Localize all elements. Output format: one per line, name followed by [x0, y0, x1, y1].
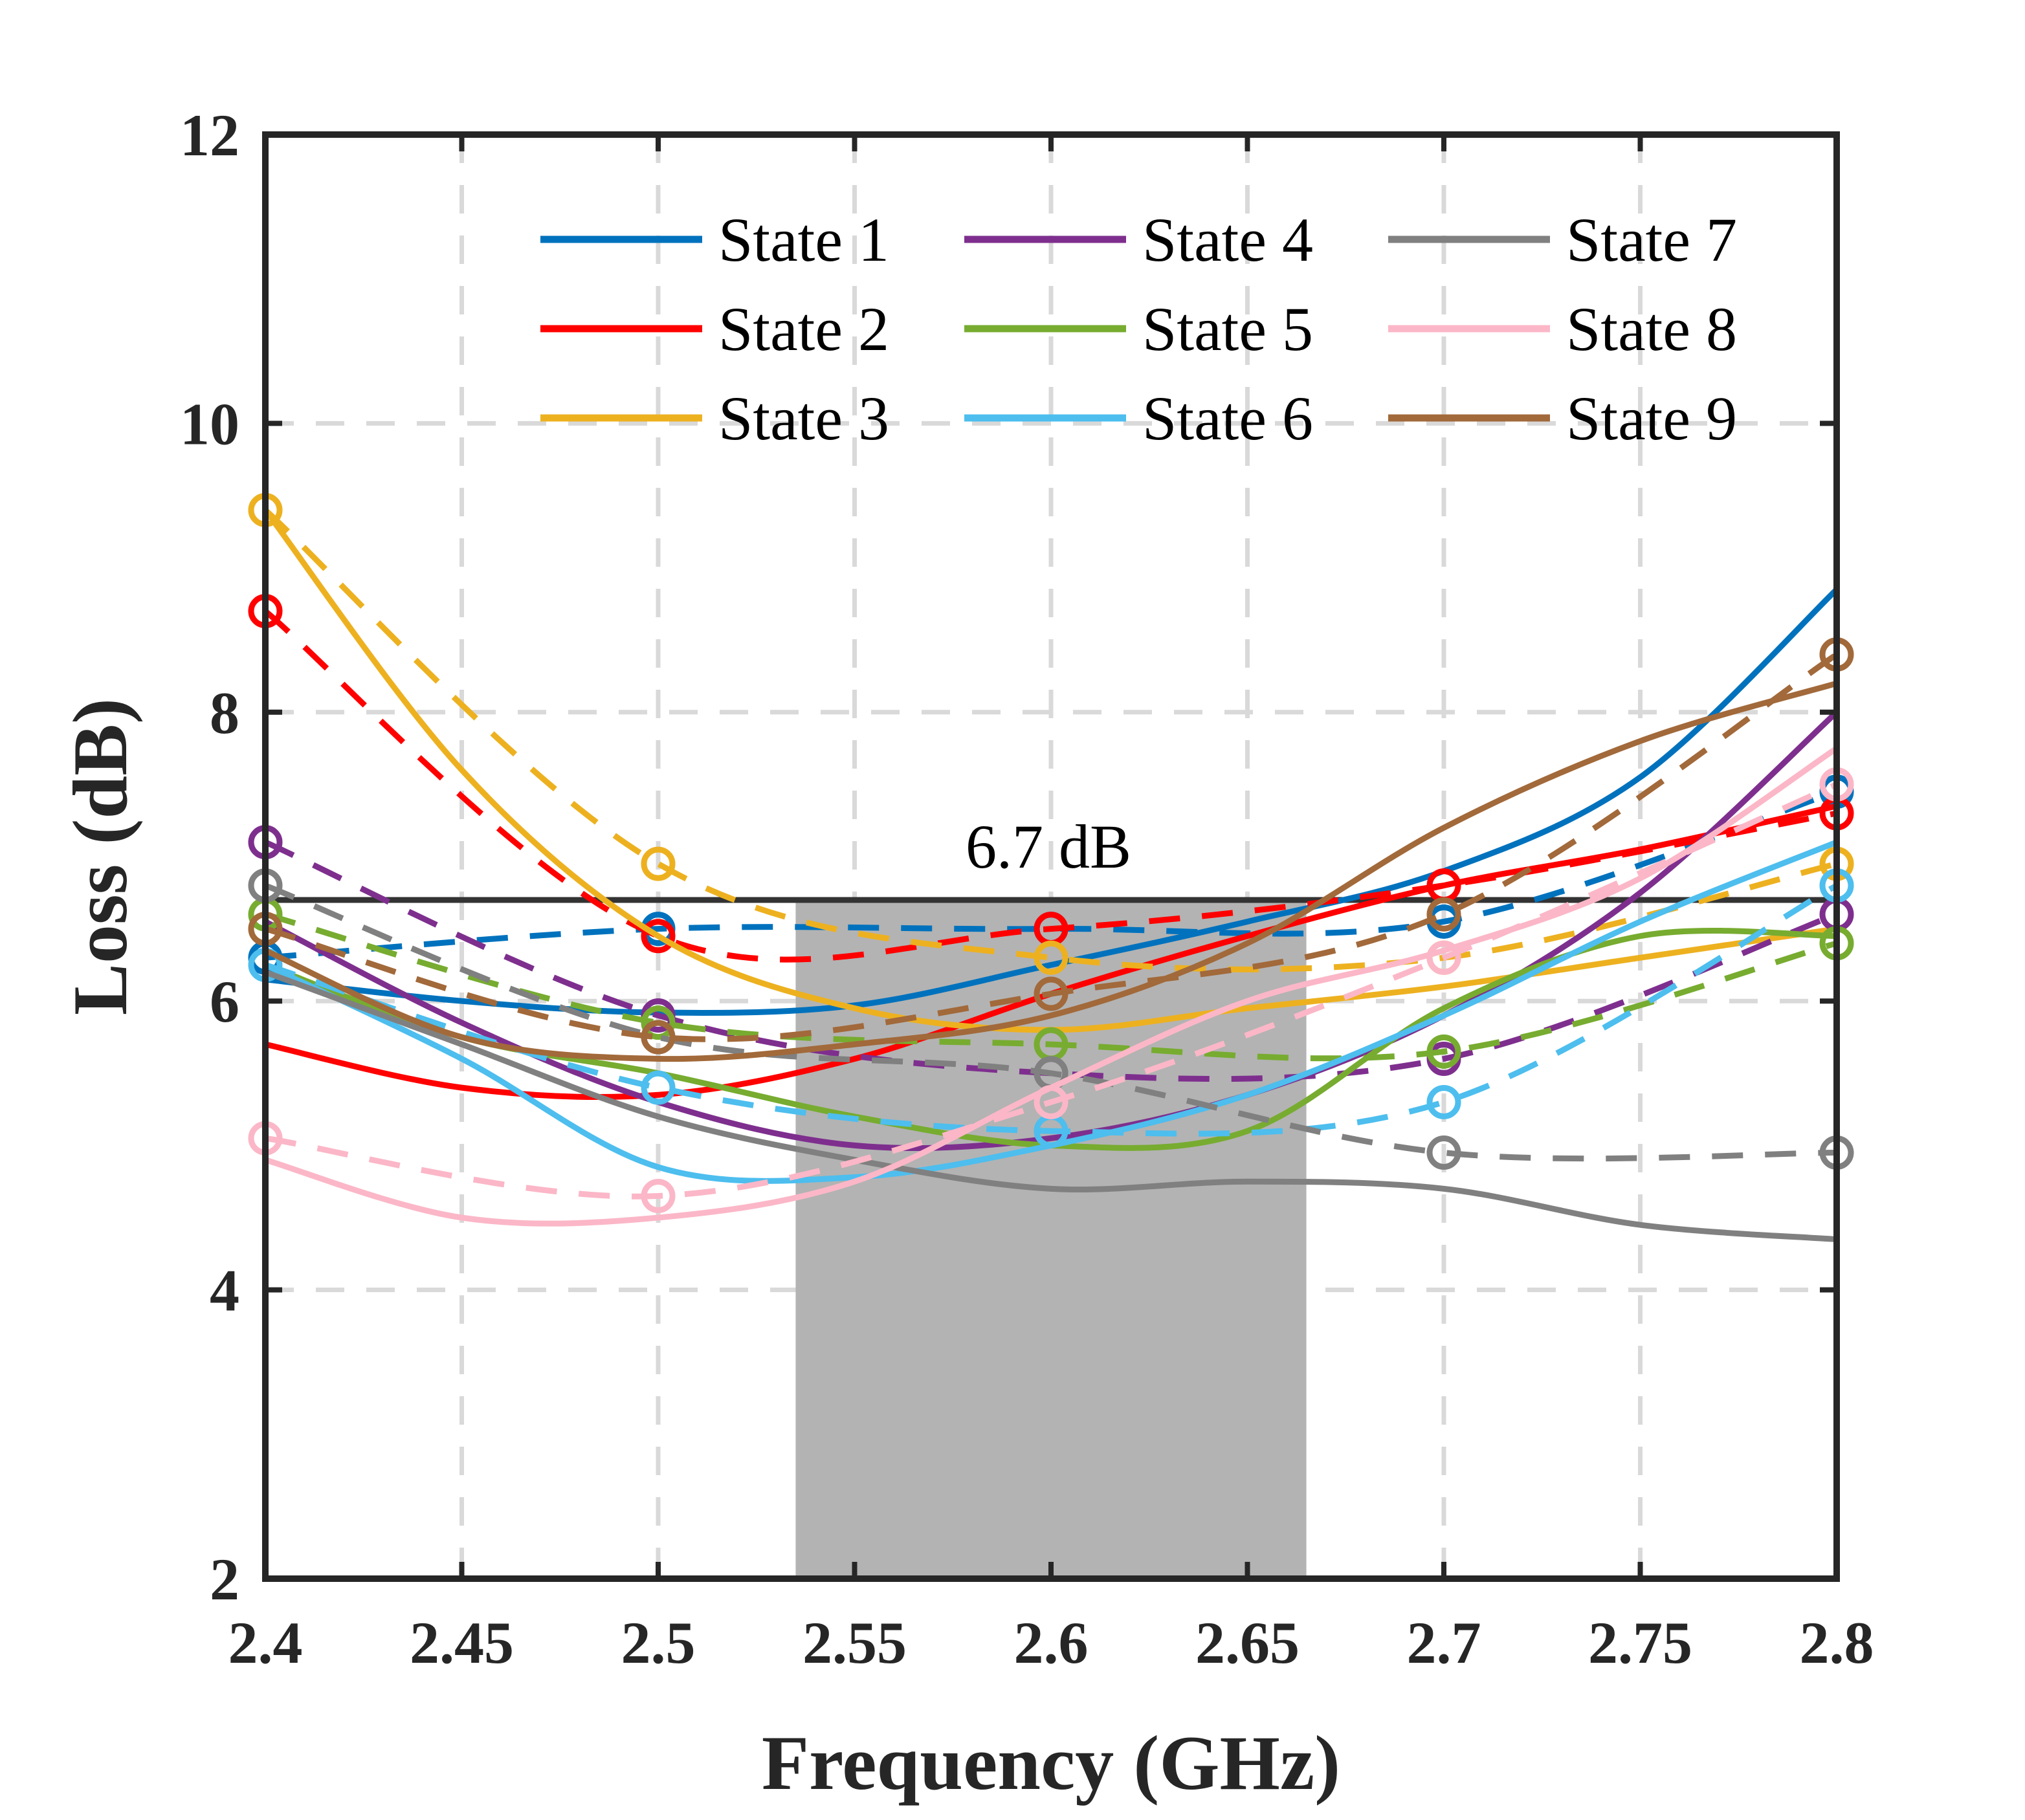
legend-label-5: State 5 [1142, 294, 1313, 364]
x-tick-label-0: 2.4 [228, 1610, 303, 1676]
x-tick-label-2: 2.5 [621, 1610, 696, 1676]
sim-line-8 [262, 745, 1840, 1227]
meas-marker-8-1 [641, 1179, 676, 1214]
meas-marker-9-1 [641, 1020, 676, 1055]
x-tick-label-5: 2.65 [1195, 1610, 1300, 1676]
legend-item-7: State 7 [1388, 205, 1737, 274]
legend-item-9: State 9 [1388, 384, 1737, 453]
x-tick-label-3: 2.55 [802, 1610, 907, 1676]
x-tick-label-8: 2.8 [1800, 1610, 1874, 1676]
legend-item-5: State 5 [964, 294, 1313, 364]
y-tick-label-3: 8 [210, 680, 239, 746]
legend-label-8: State 8 [1566, 294, 1737, 364]
legend: State 1 State 2 State 3 State 4 State 5 State… [540, 205, 1737, 453]
legend-item-2: State 2 [540, 294, 889, 364]
meas-marker-9-3 [1426, 897, 1461, 932]
y-axis-title: Loss (dB) [57, 698, 143, 1015]
sim-line-7 [262, 969, 1840, 1242]
series-group [248, 492, 1854, 1242]
meas-line-7 [264, 883, 1837, 1162]
meas-marker-6-1 [641, 1070, 676, 1105]
meas-marker-3-2 [1034, 940, 1068, 975]
meas-marker-5-3 [1426, 1034, 1461, 1069]
threshold-label: 6.7 dB [966, 812, 1131, 881]
x-tick-label-4: 2.6 [1014, 1610, 1089, 1676]
legend-label-1: State 1 [718, 205, 889, 274]
meas-marker-8-3 [1426, 940, 1461, 975]
meas-line-8 [265, 782, 1838, 1200]
legend-item-3: State 3 [540, 384, 889, 453]
meas-line-9 [264, 652, 1839, 1042]
meas-marker-6-3 [1426, 1084, 1461, 1119]
legend-label-3: State 3 [718, 384, 889, 453]
y-tick-label-4: 10 [180, 391, 239, 457]
meas-marker-8-2 [1034, 1084, 1068, 1119]
x-tick-label-1: 2.45 [410, 1610, 514, 1676]
meas-line-5 [264, 911, 1838, 1062]
y-tick-label-0: 2 [210, 1546, 239, 1612]
meas-marker-2-1 [641, 919, 676, 954]
legend-label-6: State 6 [1142, 384, 1313, 453]
meas-line-6 [264, 883, 1839, 1137]
y-tick-label-2: 6 [210, 969, 239, 1035]
legend-label-4: State 4 [1142, 205, 1313, 274]
meas-marker-5-1 [641, 1005, 676, 1040]
sim-line-9 [262, 680, 1840, 1062]
x-tick-label-6: 2.7 [1407, 1610, 1481, 1676]
x-tick-label-7: 2.75 [1588, 1610, 1692, 1676]
legend-item-1: State 1 [540, 205, 889, 274]
legend-label-2: State 2 [718, 294, 889, 364]
meas-marker-3-1 [641, 846, 676, 881]
y-tick-label-1: 4 [210, 1258, 239, 1324]
axis-ticks: 2.4 2.45 2.5 2.55 2.6 2.65 2.7 2.75 2.8 2 4 6 8 10 12 [180, 102, 1874, 1676]
legend-item-4: State 4 [964, 205, 1313, 274]
y-tick-label-5: 12 [180, 102, 239, 168]
legend-label-7: State 7 [1566, 205, 1737, 274]
x-axis-title: Frequency (GHz) [762, 1720, 1340, 1806]
legend-item-6: State 6 [964, 384, 1313, 453]
meas-line-4 [264, 839, 1838, 1082]
sim-line-3 [262, 507, 1840, 1033]
meas-marker-7-3 [1426, 1135, 1461, 1170]
meas-line-1 [265, 789, 1838, 961]
legend-label-9: State 9 [1566, 384, 1737, 453]
legend-item-8: State 8 [1388, 294, 1737, 364]
meas-marker-9-2 [1034, 976, 1068, 1011]
